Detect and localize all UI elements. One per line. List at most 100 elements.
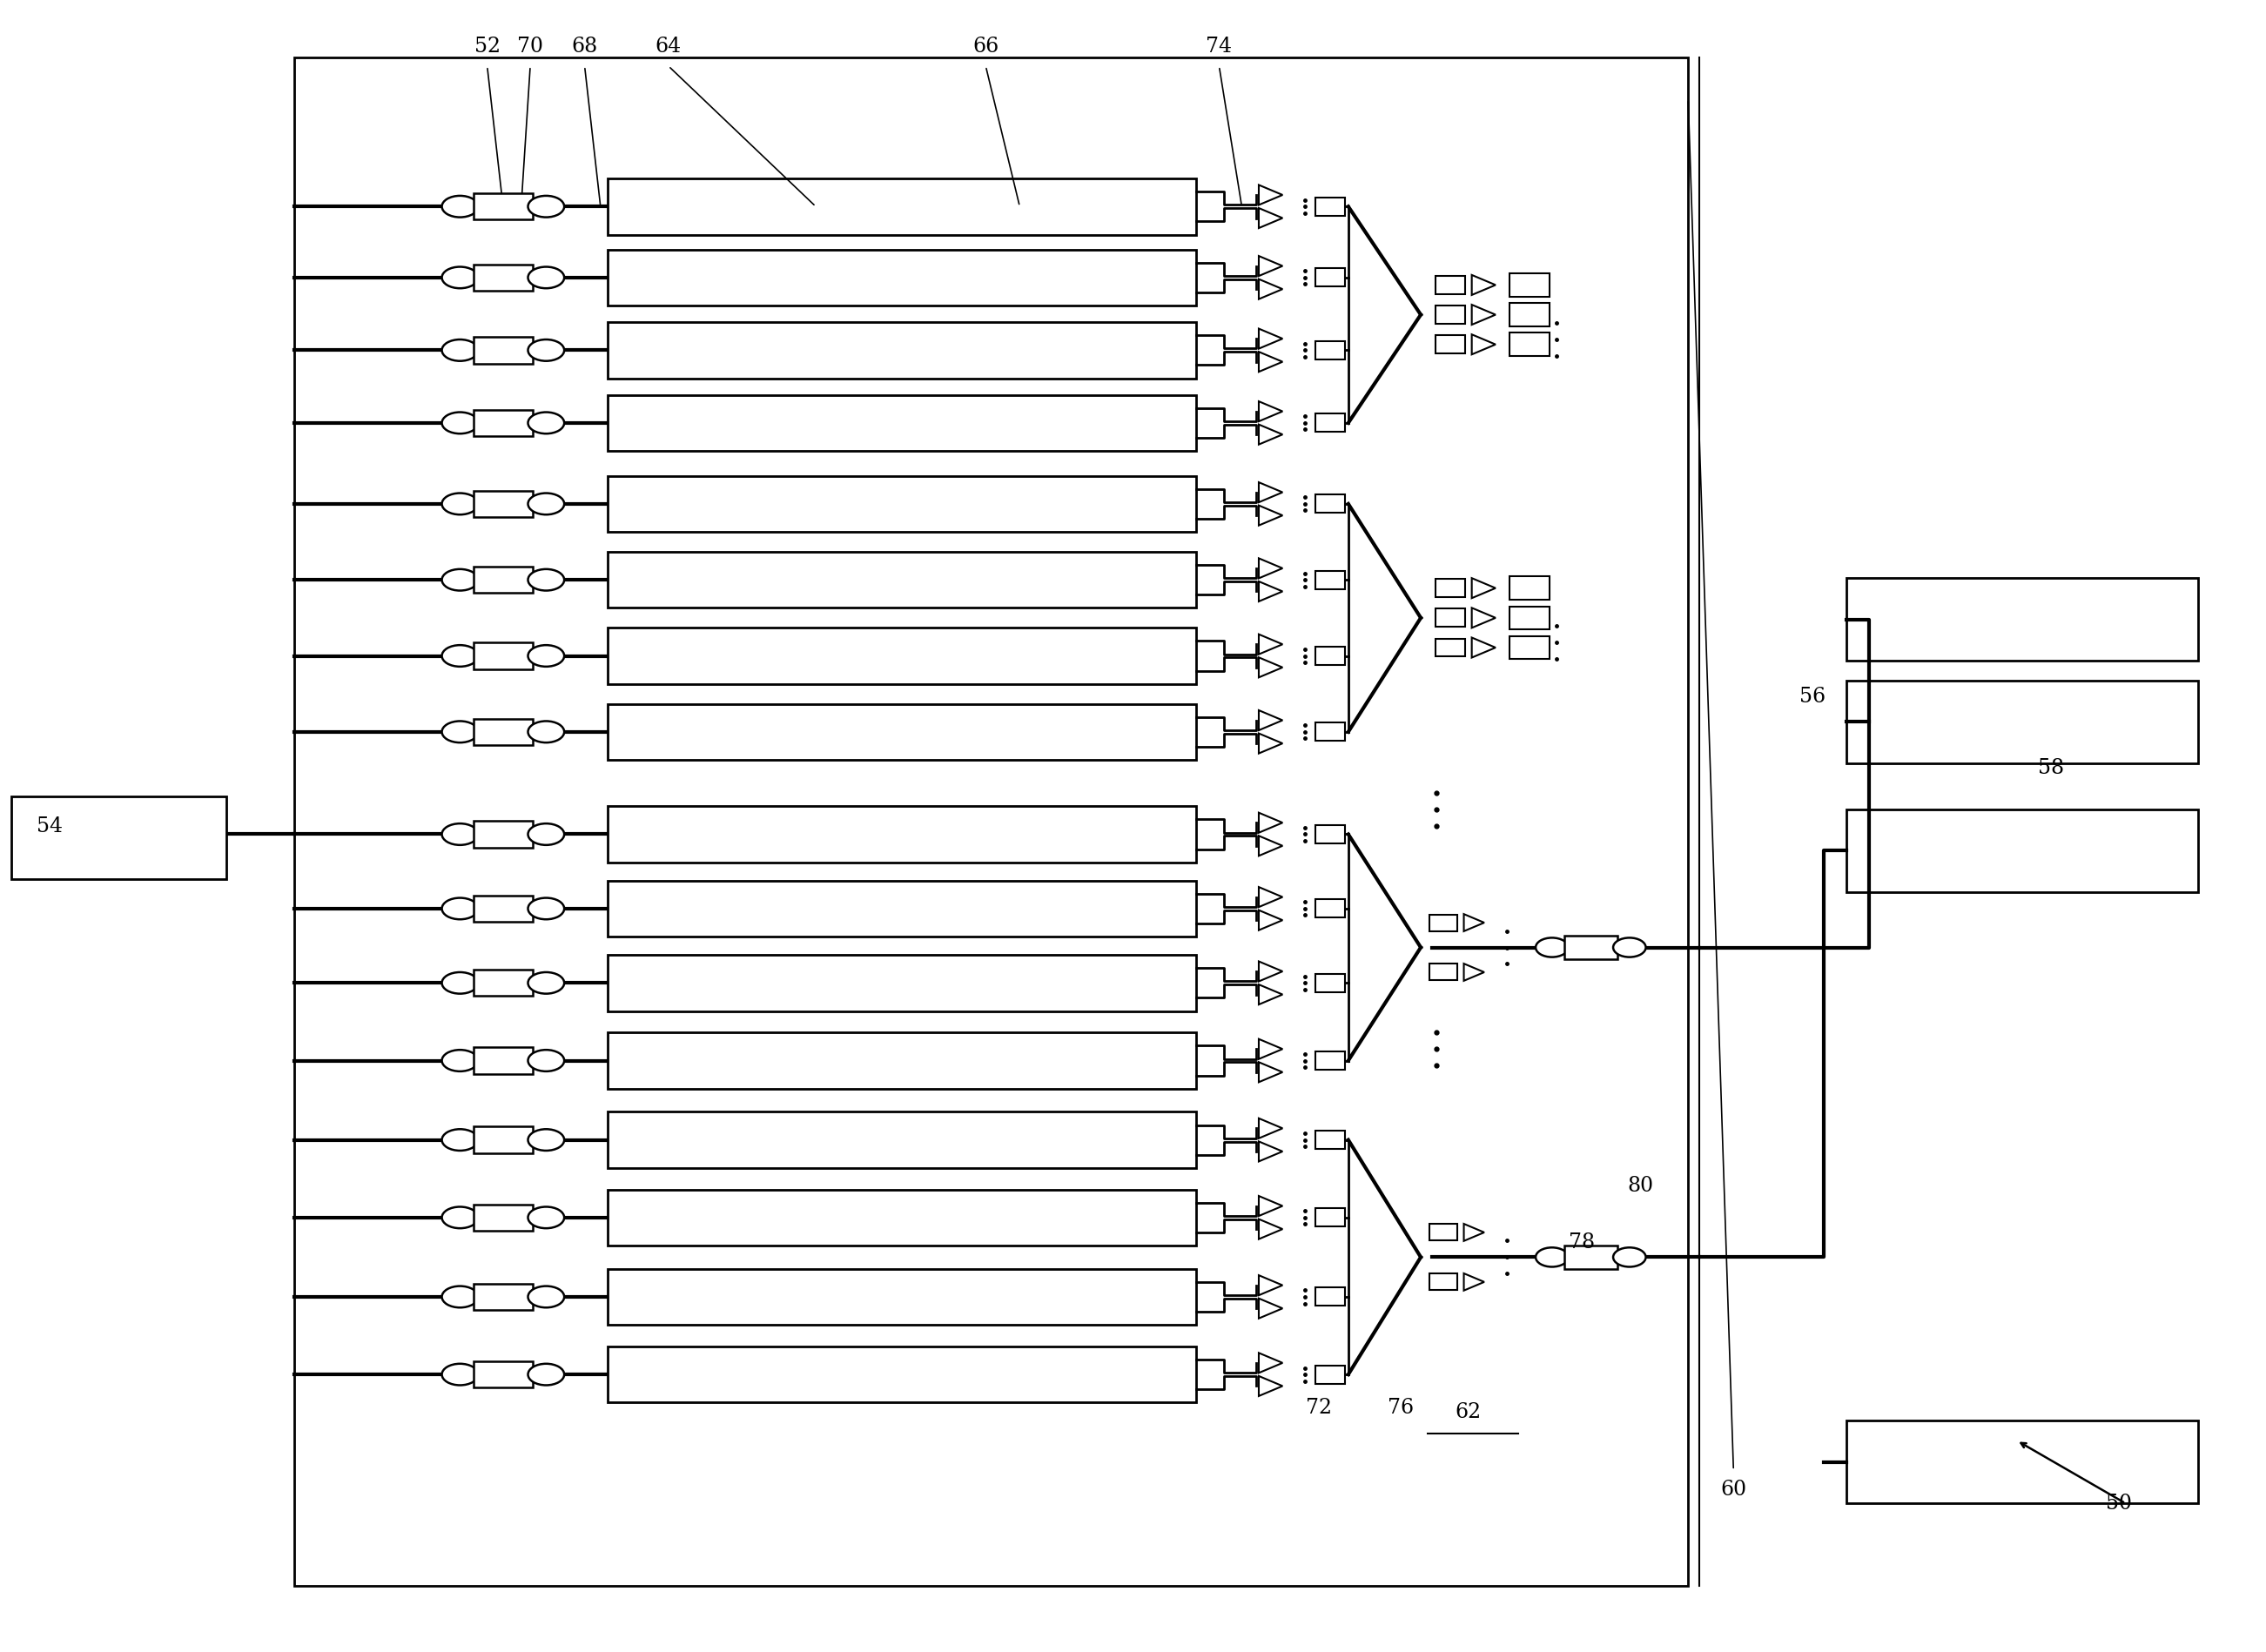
Ellipse shape [1536,1247,1568,1267]
Bar [607,628,1196,684]
Ellipse shape [528,899,564,919]
Bar [1509,273,1550,297]
Text: 54: 54 [36,816,63,836]
Ellipse shape [528,1285,564,1308]
Bar [474,567,533,593]
Bar [295,58,1688,1586]
Bar [1430,1274,1457,1290]
Bar [474,821,533,847]
Ellipse shape [528,720,564,742]
Ellipse shape [442,824,478,846]
Ellipse shape [442,646,478,667]
Text: 56: 56 [1799,687,1826,707]
Ellipse shape [528,197,564,218]
Bar [1437,306,1464,324]
Bar [1847,1421,2198,1503]
Ellipse shape [528,971,564,993]
Bar [607,322,1196,378]
Bar [1314,496,1344,512]
Ellipse shape [528,411,564,433]
Bar [1314,826,1344,843]
Bar [1847,681,2198,763]
Ellipse shape [528,646,564,667]
Text: 62: 62 [1455,1403,1482,1422]
Ellipse shape [442,1365,478,1384]
Ellipse shape [528,340,564,362]
Ellipse shape [528,1206,564,1229]
Ellipse shape [442,411,478,433]
Ellipse shape [442,340,478,362]
Bar [1314,1289,1344,1305]
Bar [607,476,1196,532]
Bar [1314,1209,1344,1226]
Ellipse shape [442,568,478,590]
Ellipse shape [442,1285,478,1308]
Bar [1314,1052,1344,1070]
Ellipse shape [442,1051,478,1072]
Ellipse shape [1536,938,1568,957]
Text: 64: 64 [655,36,682,56]
Bar [1437,639,1464,656]
Bar [607,178,1196,235]
Bar [474,1127,533,1153]
Bar [11,796,227,879]
Bar [607,1346,1196,1403]
Ellipse shape [1613,938,1645,957]
Bar [1430,915,1457,932]
Bar [1509,577,1550,600]
Bar [1314,648,1344,664]
Bar [1430,965,1457,981]
Bar [607,249,1196,306]
Ellipse shape [528,268,564,289]
Bar [607,1269,1196,1325]
Ellipse shape [528,494,564,515]
Text: 76: 76 [1387,1398,1414,1417]
Bar [474,719,533,745]
Bar [1509,334,1550,357]
Text: 60: 60 [1720,1480,1747,1500]
Ellipse shape [442,1206,478,1229]
Bar [474,1204,533,1231]
Bar [607,704,1196,760]
Bar [474,337,533,363]
Bar [1437,610,1464,628]
Ellipse shape [442,899,478,919]
Text: 74: 74 [1206,36,1233,56]
Bar [1509,636,1550,659]
Bar [474,970,533,996]
Bar [1564,1246,1618,1269]
Bar [1314,415,1344,433]
Bar [607,955,1196,1011]
Bar [474,410,533,436]
Ellipse shape [528,1365,564,1384]
Bar [474,491,533,517]
Bar [474,1047,533,1074]
Ellipse shape [442,197,478,218]
Ellipse shape [442,1130,478,1150]
Ellipse shape [528,568,564,590]
Bar [1509,304,1550,327]
Bar [607,1112,1196,1168]
Bar [1509,606,1550,629]
Bar [1847,809,2198,892]
Text: 66: 66 [972,36,999,56]
Ellipse shape [1613,1247,1645,1267]
Bar [1314,899,1344,919]
Bar [1314,722,1344,740]
Bar [1437,335,1464,354]
Bar [474,193,533,220]
Ellipse shape [442,268,478,289]
Ellipse shape [528,1051,564,1072]
Text: 80: 80 [1627,1176,1654,1196]
Bar [607,1189,1196,1246]
Bar [1314,572,1344,590]
Bar [474,643,533,669]
Ellipse shape [442,720,478,742]
Bar [1314,198,1344,215]
Bar [474,1361,533,1388]
Bar [607,552,1196,608]
Ellipse shape [442,971,478,993]
Bar [1314,342,1344,358]
Text: 58: 58 [2037,758,2064,778]
Ellipse shape [528,824,564,846]
